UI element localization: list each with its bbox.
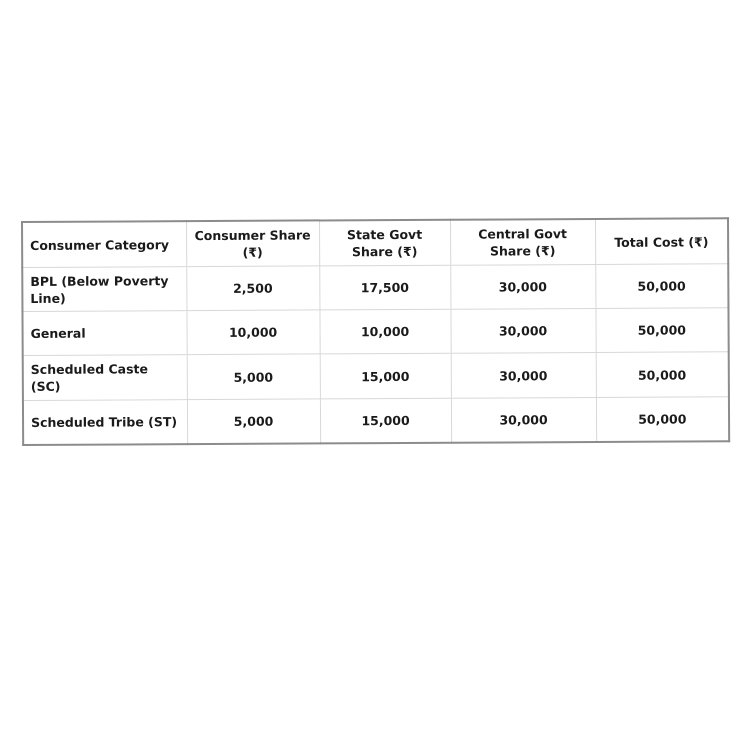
cell-state-share: 15,000 [319, 353, 451, 399]
cell-category: General [22, 310, 187, 356]
cell-state-share: 15,000 [319, 397, 452, 444]
cell-state-share: 10,000 [319, 309, 451, 355]
header-consumer-share: Consumer Share (₹) [186, 220, 320, 267]
cell-central-share: 30,000 [450, 397, 597, 443]
cost-share-table: Consumer Category Consumer Share (₹) Sta… [21, 217, 731, 446]
cell-total-cost: 50,000 [595, 308, 729, 353]
cell-category: BPL (Below Poverty Line) [22, 266, 187, 312]
header-total-cost: Total Cost (₹) [594, 218, 729, 265]
cell-consumer-share: 5,000 [186, 398, 321, 445]
header-row: Consumer Category Consumer Share (₹) Sta… [22, 218, 729, 268]
table-row: BPL (Below Poverty Line) 2,500 17,500 30… [22, 263, 729, 312]
cell-total-cost: 50,000 [595, 263, 729, 309]
cell-category: Scheduled Caste (SC) [22, 355, 187, 401]
header-central-govt-share: Central Govt Share (₹) [449, 218, 596, 266]
cell-central-share: 30,000 [450, 352, 596, 398]
cell-consumer-share: 5,000 [186, 354, 320, 400]
cell-consumer-share: 10,000 [186, 310, 320, 356]
cost-share-table-container: Consumer Category Consumer Share (₹) Sta… [21, 217, 731, 446]
table-row: General 10,000 10,000 30,000 50,000 [22, 308, 729, 356]
cell-central-share: 30,000 [450, 308, 596, 354]
cell-total-cost: 50,000 [595, 352, 729, 398]
cell-category: Scheduled Tribe (ST) [22, 399, 188, 445]
header-consumer-category: Consumer Category [22, 221, 187, 268]
header-state-govt-share: State Govt Share (₹) [319, 219, 451, 266]
table-row: Scheduled Caste (SC) 5,000 15,000 30,000… [22, 352, 729, 401]
cell-consumer-share: 2,500 [186, 265, 320, 311]
cell-central-share: 30,000 [450, 264, 596, 310]
cell-state-share: 17,500 [319, 265, 451, 311]
cell-total-cost: 50,000 [595, 396, 730, 442]
table-row: Scheduled Tribe (ST) 5,000 15,000 30,000… [22, 396, 730, 445]
